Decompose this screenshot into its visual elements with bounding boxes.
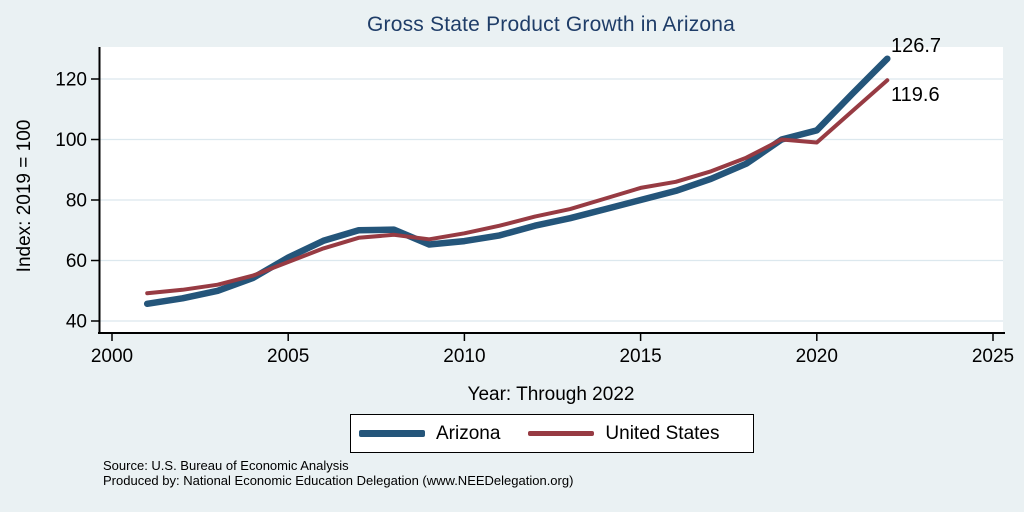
legend-box: Arizona United States (350, 414, 754, 453)
produced-by-line: Produced by: National Economic Education… (103, 472, 574, 488)
value-label-arizona: 126.7 (891, 35, 942, 57)
y-tick-label: 60 (66, 251, 87, 272)
x-axis-title: Year: Through 2022 (467, 384, 635, 405)
y-tick-label: 100 (55, 130, 87, 151)
series-line-united-states (145, 78, 890, 296)
arizona-line-swatch-icon (359, 430, 425, 437)
plot-area: 40 60 80 100 120 2000 2005 2010 2015 2020 2025 (55, 47, 1014, 367)
y-tick-label: 120 (55, 70, 87, 91)
x-tick-label: 2020 (796, 346, 838, 367)
x-tick-label: 2000 (91, 346, 133, 367)
united-states-line-swatch-icon (528, 431, 595, 436)
plot-background (99, 47, 1003, 333)
footer-notes: Source: U.S. Bureau of Economic Analysis… (103, 458, 574, 488)
chart-title: Gross State Product Growth in Arizona (366, 13, 736, 36)
value-label-united-states: 119.6 (891, 84, 940, 106)
x-tick-label: 2015 (619, 346, 661, 367)
source-line: Source: U.S. Bureau of Economic Analysis (103, 458, 349, 473)
legend-label-arizona: Arizona (436, 422, 501, 444)
x-tick-label: 2010 (443, 346, 485, 367)
legend-label-united-states: United States (605, 422, 720, 444)
x-tick-label: 2025 (972, 346, 1014, 367)
x-tick-label: 2005 (267, 346, 309, 367)
y-tick-label: 40 (66, 312, 87, 333)
y-tick-label: 80 (66, 191, 87, 212)
y-axis-title: Index: 2019 = 100 (14, 119, 35, 273)
